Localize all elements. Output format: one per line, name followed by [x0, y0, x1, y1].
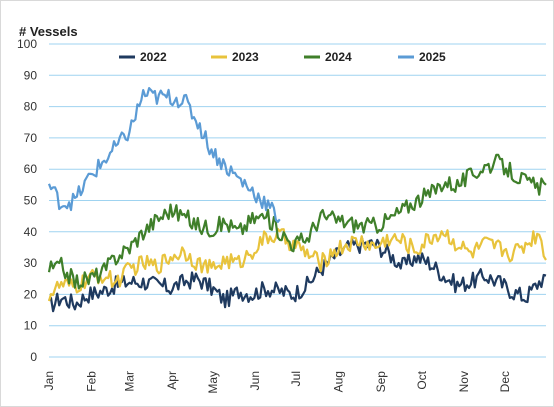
x-tick-label: May: [206, 371, 220, 394]
series-line-2023: [47, 227, 547, 302]
legend: 2022 2023 2024 2025: [119, 50, 446, 64]
series-line-2022: [48, 235, 547, 313]
series-line-2024: [47, 153, 547, 290]
series-line-2025: [47, 86, 281, 223]
x-tick-label: Feb: [84, 371, 98, 392]
x-tick-label: Oct: [415, 370, 429, 389]
x-tick-label: Jan: [42, 371, 56, 390]
y-tick-label: 50: [24, 194, 38, 208]
y-axis-title: # Vessels: [19, 24, 78, 39]
x-axis: Jan Feb Mar Apr May Jun Jul Aug Sep Oct Nov Dec: [42, 370, 512, 393]
x-tick-label: Jul: [289, 371, 303, 386]
legend-label-2024: 2024: [325, 50, 352, 64]
series-lines: [47, 86, 547, 313]
legend-label-2022: 2022: [140, 50, 167, 64]
y-tick-label: 10: [24, 319, 38, 333]
x-tick-label: Nov: [457, 371, 471, 392]
legend-label-2025: 2025: [419, 50, 446, 64]
y-tick-label: 40: [24, 225, 38, 239]
x-tick-label: Mar: [123, 371, 137, 392]
gridlines: [49, 43, 546, 358]
x-tick-label: Jun: [248, 371, 262, 390]
y-axis: 0 10 20 30 40 50 60 70 80 90 100: [17, 37, 37, 364]
x-tick-label: Aug: [331, 371, 345, 392]
y-tick-label: 100: [17, 37, 37, 51]
x-tick-label: Apr: [165, 371, 179, 390]
y-tick-label: 80: [24, 100, 38, 114]
legend-label-2023: 2023: [232, 50, 259, 64]
y-tick-label: 90: [24, 68, 38, 82]
y-tick-label: 20: [24, 287, 38, 301]
y-tick-label: 70: [24, 131, 38, 145]
y-tick-label: 0: [30, 350, 37, 364]
y-tick-label: 60: [24, 162, 38, 176]
x-tick-label: Sep: [374, 371, 388, 393]
y-tick-label: 30: [24, 256, 38, 270]
x-tick-label: Dec: [498, 371, 512, 392]
